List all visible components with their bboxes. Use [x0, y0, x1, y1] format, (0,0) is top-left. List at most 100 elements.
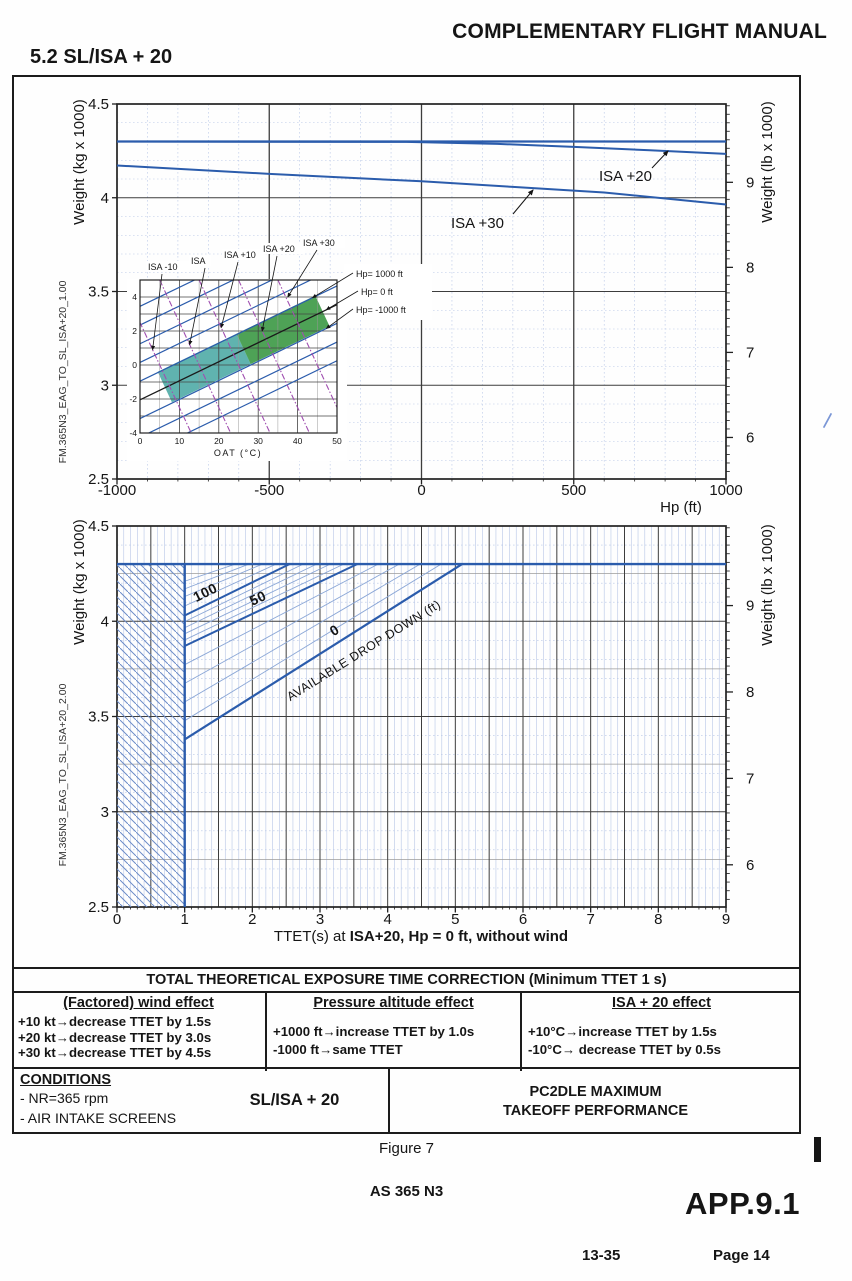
top-x-axis-title: Hp (ft): [660, 499, 702, 516]
hp-guide-line: [140, 280, 274, 345]
y-tick-label: 2.5: [88, 471, 109, 488]
inset-x-tick: 10: [175, 436, 185, 446]
conditions-cell: CONDITIONS - NR=365 rpm - AIR INTAKE SCR…: [12, 1069, 388, 1134]
x-tick-label: 5: [451, 911, 459, 928]
drop-down-minor-line: [184, 563, 263, 597]
drop-down-minor-line: [184, 563, 277, 607]
x-tick-label: 500: [561, 482, 586, 499]
x-tick-label: 0: [417, 482, 425, 499]
performance-line: TAKEOFF PERFORMANCE: [502, 1102, 688, 1119]
y-tick-label: 3.5: [88, 709, 109, 726]
drop-down-minor-line: [184, 563, 250, 590]
x-tick-label: -500: [254, 482, 284, 499]
y-tick-label: 4: [101, 613, 109, 630]
x-tick-label: 9: [722, 911, 730, 928]
performance-cell: PC2DLE MAXIMUM TAKEOFF PERFORMANCE: [388, 1069, 801, 1134]
series-drop-down-100: [184, 563, 290, 617]
inset-x-tick: 50: [332, 436, 342, 446]
prohibited-hatch-region: [117, 564, 185, 907]
isa20-effect-column: ISA + 20 effect +10°C→increase TTET by 1…: [520, 993, 801, 1071]
conditions-item: - NR=365 rpm: [20, 1090, 109, 1106]
lb-tick-label: 7: [746, 770, 754, 787]
y-tick-label: 4.5: [88, 518, 109, 535]
x-tick-label: 7: [586, 911, 594, 928]
conditions-title: CONDITIONS: [20, 1072, 112, 1088]
page-number: Page 14: [713, 1247, 770, 1264]
inset-y-tick: -4: [129, 428, 137, 438]
annotation-label: ISA +30: [451, 215, 504, 232]
section-title: 5.2 SL/ISA + 20: [30, 46, 173, 68]
y-tick-label: 4: [101, 190, 109, 207]
conditions-row: CONDITIONS - NR=365 rpm - AIR INTAKE SCR…: [12, 1067, 801, 1134]
pressure-altitude-column: Pressure altitude effect +1000 ft→increa…: [265, 993, 520, 1071]
x-tick-label: 8: [654, 911, 662, 928]
x-tick-label: 1000: [709, 482, 742, 499]
drop-down-minor-line: [184, 563, 379, 666]
drop-down-minor-line: [184, 563, 421, 703]
pen-mark: [823, 413, 832, 428]
inset-y-tick: 0: [132, 360, 137, 370]
x-tick-label: 1: [180, 911, 188, 928]
wind-effect-line: +30 kt→decrease TTET by 4.5s: [18, 1045, 212, 1060]
y-tick-label: 4.5: [88, 96, 109, 113]
drop-down-minor-line: [184, 563, 236, 582]
isa-line: [198, 280, 271, 433]
top-chart-file-ref: FM.365N3_EAG_TO_SL_ISA+20_1.00: [57, 280, 69, 463]
bottom-x-axis-title: TTET(s) at ISA+20, Hp = 0 ft, without wi…: [274, 928, 568, 945]
isa20-effect-header: ISA + 20 effect: [612, 995, 711, 1011]
x-tick-label: 4: [383, 911, 391, 928]
drop-down-minor-line: [184, 563, 344, 641]
pressure-altitude-header: Pressure altitude effect: [313, 995, 474, 1011]
series-ISA +20: [116, 140, 727, 155]
lb-tick-label: 6: [746, 857, 754, 874]
revision-bar: [814, 1137, 821, 1162]
inset-y-tick: 4: [132, 292, 137, 302]
drop-down-label: AVAILABLE DROP DOWN (ft): [284, 597, 443, 704]
isa-line: [140, 321, 192, 433]
figure-caption: Figure 7: [378, 1140, 435, 1157]
drop-down-minor-line: [184, 563, 442, 722]
inset-x-tick: 20: [214, 436, 224, 446]
hp-guide-line: [186, 360, 337, 433]
lb-tick-label: 6: [746, 429, 754, 446]
lb-tick-label: 8: [746, 684, 754, 701]
bottom-y-axis-title-lb: Weight (lb x 1000): [759, 524, 776, 645]
isa20-effect-line: -10°C→ decrease TTET by 0.5s: [528, 1041, 721, 1057]
x-tick-label: 3: [316, 911, 324, 928]
lb-tick-label: 8: [746, 259, 754, 276]
top-y-axis-title-lb: Weight (lb x 1000): [759, 101, 776, 222]
series-drop-down-50: [184, 563, 358, 647]
drop-down-minor-line: [184, 563, 317, 629]
config-label: SL/ISA + 20: [249, 1091, 340, 1109]
isa-line: [238, 280, 310, 433]
isa-line-label: ISA: [191, 256, 206, 266]
hp-guide-line: [140, 322, 337, 420]
lb-tick-label: 9: [746, 598, 754, 615]
isa-line: [159, 280, 232, 433]
hp-line-label: Hp= 1000 ft: [356, 269, 403, 279]
bottom-y-axis-title-kg: Weight (kg x 1000): [71, 519, 88, 645]
hp-guide-line: [140, 285, 337, 382]
wind-effect-line: +20 kt→decrease TTET by 3.0s: [18, 1029, 212, 1045]
pressure-altitude-line: +1000 ft→increase TTET by 1.0s: [273, 1024, 475, 1039]
drop-down-minor-line: [184, 563, 331, 635]
wind-effect-column: (Factored) wind effect +10 kt→decrease T…: [12, 993, 265, 1071]
isa-line-label: ISA -10: [148, 262, 178, 272]
hp-0ft-line: [140, 304, 337, 401]
y-tick-label: 3.5: [88, 284, 109, 301]
top-y-axis-title-kg: Weight (kg x 1000): [71, 99, 88, 225]
inset-y-tick: -2: [129, 394, 137, 404]
pressure-altitude-line: -1000 ft→same TTET: [273, 1041, 403, 1057]
doc-ref: 13-35: [582, 1247, 621, 1264]
bottom-chart: 0 1 2 3 4 5 6 7 8 9 4.5 4 3.5 3 2.5 6 7 8 9 TTET(s) at ISA+…: [57, 518, 776, 945]
drop-down-label: 50: [247, 587, 269, 609]
x-tick-label: 2: [248, 911, 256, 928]
correction-table: TOTAL THEORETICAL EXPOSURE TIME CORRECTI…: [12, 967, 801, 1071]
y-tick-label: 3: [101, 377, 109, 394]
hp-guide-line: [140, 280, 196, 307]
isa-line-label: ISA +20: [263, 244, 295, 254]
wind-effect-line: +10 kt→decrease TTET by 1.5s: [18, 1014, 212, 1029]
figure-frame: [12, 75, 801, 1134]
